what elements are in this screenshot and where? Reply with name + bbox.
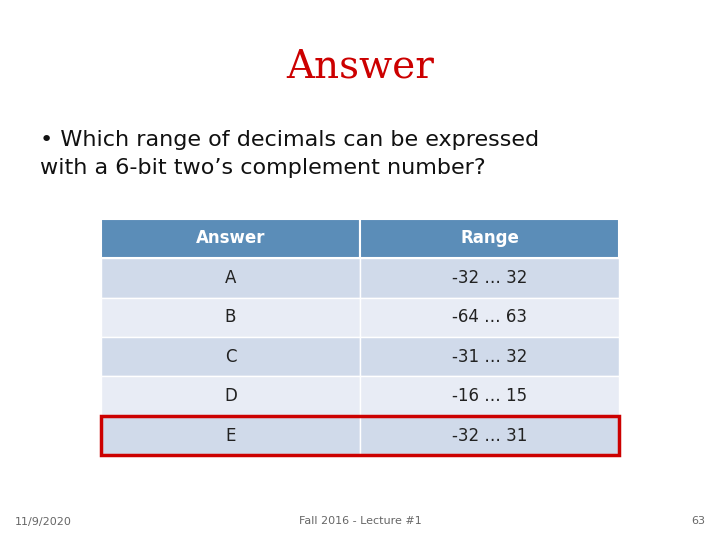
FancyBboxPatch shape	[101, 219, 360, 258]
Text: Fall 2016 - Lecture #1: Fall 2016 - Lecture #1	[299, 516, 421, 526]
FancyBboxPatch shape	[101, 258, 360, 298]
Text: • Which range of decimals can be expressed
with a 6-bit two’s complement number?: • Which range of decimals can be express…	[40, 130, 539, 178]
FancyBboxPatch shape	[360, 219, 619, 258]
Text: 63: 63	[692, 516, 706, 526]
FancyBboxPatch shape	[360, 376, 619, 416]
Text: Answer: Answer	[286, 49, 434, 86]
Text: B: B	[225, 308, 236, 326]
Text: A: A	[225, 269, 236, 287]
Text: D: D	[224, 387, 237, 405]
FancyBboxPatch shape	[101, 298, 360, 337]
FancyBboxPatch shape	[360, 258, 619, 298]
FancyBboxPatch shape	[360, 416, 619, 455]
FancyBboxPatch shape	[101, 337, 360, 376]
Text: -31 … 32: -31 … 32	[452, 348, 527, 366]
FancyBboxPatch shape	[101, 416, 360, 455]
Text: -16 … 15: -16 … 15	[452, 387, 527, 405]
Text: 11/9/2020: 11/9/2020	[14, 516, 71, 526]
Text: Answer: Answer	[196, 230, 265, 247]
FancyBboxPatch shape	[360, 298, 619, 337]
Text: Range: Range	[460, 230, 519, 247]
FancyBboxPatch shape	[360, 337, 619, 376]
Text: -32 … 31: -32 … 31	[452, 427, 527, 444]
Text: -32 … 32: -32 … 32	[452, 269, 527, 287]
Text: C: C	[225, 348, 236, 366]
FancyBboxPatch shape	[101, 376, 360, 416]
Text: -64 … 63: -64 … 63	[452, 308, 527, 326]
Text: E: E	[225, 427, 235, 444]
